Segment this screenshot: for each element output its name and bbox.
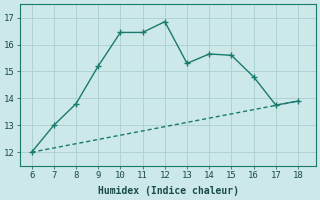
X-axis label: Humidex (Indice chaleur): Humidex (Indice chaleur) — [98, 186, 239, 196]
